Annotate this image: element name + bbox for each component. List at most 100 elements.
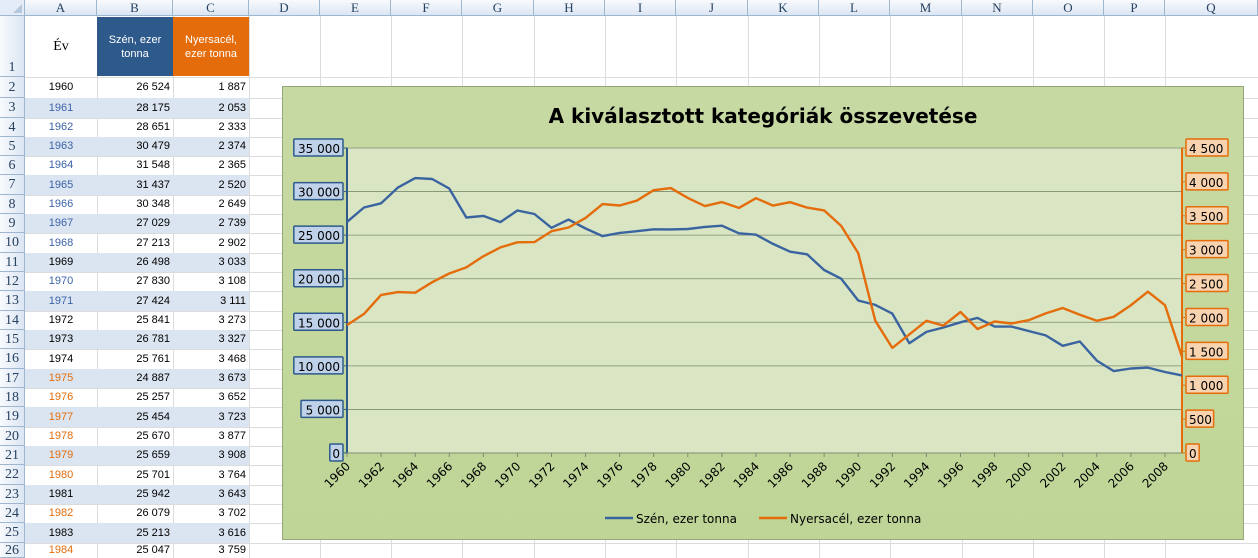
cell-coal-1961[interactable]: 28 175 (136, 102, 170, 114)
column-header-o[interactable]: O (1033, 0, 1104, 16)
cell-coal-1982[interactable]: 26 079 (136, 507, 170, 519)
row-header-6[interactable]: 6 (0, 156, 25, 175)
cell-coal-1960[interactable]: 26 524 (136, 81, 170, 93)
cell-coal-1973[interactable]: 26 781 (136, 333, 170, 345)
cell-steel-1979[interactable]: 3 908 (218, 449, 246, 461)
cell-coal-1981[interactable]: 25 942 (136, 488, 170, 500)
cell-coal-1962[interactable]: 28 651 (136, 121, 170, 133)
cell-year-1970[interactable]: 1970 (48, 275, 74, 287)
cell-year-1982[interactable]: 1982 (48, 507, 74, 519)
column-header-k[interactable]: K (748, 0, 819, 16)
cell-year-1966[interactable]: 1966 (48, 198, 74, 210)
column-header-g[interactable]: G (462, 0, 534, 16)
cell-coal-1969[interactable]: 26 498 (136, 256, 170, 268)
cell-steel-1965[interactable]: 2 520 (218, 179, 246, 191)
cell-year-1981[interactable]: 1981 (48, 488, 74, 500)
cell-year-1967[interactable]: 1967 (48, 217, 74, 229)
cell-year-1983[interactable]: 1983 (48, 527, 74, 539)
cell-steel-1983[interactable]: 3 616 (218, 527, 246, 539)
cell-year-1963[interactable]: 1963 (48, 140, 74, 152)
column-header-d[interactable]: D (249, 0, 320, 16)
cell-steel-1977[interactable]: 3 723 (218, 411, 246, 423)
column-header-q[interactable]: Q (1165, 0, 1258, 16)
row-header-15[interactable]: 15 (0, 330, 25, 349)
row-header-11[interactable]: 11 (0, 253, 25, 272)
cell-steel-1978[interactable]: 3 877 (218, 430, 246, 442)
column-header-m[interactable]: M (890, 0, 962, 16)
row-header-5[interactable]: 5 (0, 137, 25, 156)
cell-coal-1964[interactable]: 31 548 (136, 159, 170, 171)
chart[interactable]: A kiválasztott kategóriák összevetése 0 5 … (282, 86, 1244, 540)
select-all-corner[interactable] (0, 0, 25, 16)
cell-steel-1973[interactable]: 3 327 (218, 333, 246, 345)
row-header-16[interactable]: 16 (0, 349, 25, 369)
cell-coal-1979[interactable]: 25 659 (136, 449, 170, 461)
cell-coal-1970[interactable]: 27 830 (136, 275, 170, 287)
cell-year-1960[interactable]: 1960 (48, 81, 74, 93)
column-header-b[interactable]: B (97, 0, 173, 16)
cell-steel-1975[interactable]: 3 673 (218, 372, 246, 384)
cell-steel-1967[interactable]: 2 739 (218, 217, 246, 229)
cell-year-1961[interactable]: 1961 (48, 102, 74, 114)
row-header-24[interactable]: 24 (0, 504, 25, 523)
column-header-f[interactable]: F (391, 0, 462, 16)
cell-year-1975[interactable]: 1975 (48, 372, 74, 384)
cell-year-1971[interactable]: 1971 (48, 295, 74, 307)
cell-steel-1972[interactable]: 3 273 (218, 314, 246, 326)
cell-steel-1961[interactable]: 2 053 (218, 102, 246, 114)
row-header-25[interactable]: 25 (0, 523, 25, 543)
cell-year-1964[interactable]: 1964 (48, 159, 74, 171)
column-header-e[interactable]: E (320, 0, 391, 16)
cell-steel-1980[interactable]: 3 764 (218, 469, 246, 481)
cell-steel-1981[interactable]: 3 643 (218, 488, 246, 500)
cell-coal-1971[interactable]: 27 424 (136, 295, 170, 307)
row-header-8[interactable]: 8 (0, 195, 25, 214)
row-header-7[interactable]: 7 (0, 175, 25, 195)
cell-year-1980[interactable]: 1980 (48, 469, 74, 481)
column-header-a[interactable]: A (25, 0, 97, 16)
row-header-20[interactable]: 20 (0, 427, 25, 446)
header-year[interactable]: Év (53, 39, 69, 54)
cell-year-1968[interactable]: 1968 (48, 237, 74, 249)
cell-coal-1980[interactable]: 25 701 (136, 469, 170, 481)
row-header-23[interactable]: 23 (0, 485, 25, 504)
cell-coal-1978[interactable]: 25 670 (136, 430, 170, 442)
cell-coal-1977[interactable]: 25 454 (136, 411, 170, 423)
cell-coal-1983[interactable]: 25 213 (136, 527, 170, 539)
cell-steel-1964[interactable]: 2 365 (218, 159, 246, 171)
column-header-j[interactable]: J (676, 0, 748, 16)
row-header-13[interactable]: 13 (0, 291, 25, 311)
row-header-26[interactable]: 26 (0, 543, 25, 558)
row-header-18[interactable]: 18 (0, 388, 25, 407)
cell-year-1972[interactable]: 1972 (48, 314, 74, 326)
cell-year-1974[interactable]: 1974 (48, 353, 74, 365)
cell-year-1969[interactable]: 1969 (48, 256, 74, 268)
row-header-17[interactable]: 17 (0, 369, 25, 388)
cell-steel-1960[interactable]: 1 887 (218, 81, 246, 93)
cell-steel-1971[interactable]: 3 111 (220, 295, 246, 307)
cell-steel-1982[interactable]: 3 702 (218, 507, 246, 519)
column-header-n[interactable]: N (962, 0, 1033, 16)
cell-coal-1963[interactable]: 30 479 (136, 140, 170, 152)
cell-coal-1976[interactable]: 25 257 (136, 391, 170, 403)
column-header-c[interactable]: C (173, 0, 249, 16)
row-header-14[interactable]: 14 (0, 311, 25, 330)
cell-coal-1966[interactable]: 30 348 (136, 198, 170, 210)
row-header-12[interactable]: 12 (0, 272, 25, 291)
cell-steel-1969[interactable]: 3 033 (218, 256, 246, 268)
cell-coal-1984[interactable]: 25 047 (136, 544, 170, 556)
column-header-h[interactable]: H (534, 0, 605, 16)
cell-year-1977[interactable]: 1977 (48, 411, 74, 423)
cell-steel-1970[interactable]: 3 108 (218, 275, 246, 287)
cell-coal-1968[interactable]: 27 213 (136, 237, 170, 249)
header-steel[interactable]: Nyersacél, ezer tonna (173, 17, 249, 76)
cell-steel-1963[interactable]: 2 374 (218, 140, 246, 152)
cell-year-1965[interactable]: 1965 (48, 179, 74, 191)
row-header-9[interactable]: 9 (0, 214, 25, 233)
row-header-10[interactable]: 10 (0, 233, 25, 253)
row-header-22[interactable]: 22 (0, 465, 25, 485)
cell-coal-1974[interactable]: 25 761 (136, 353, 170, 365)
cell-steel-1968[interactable]: 2 902 (218, 237, 246, 249)
cell-coal-1975[interactable]: 24 887 (136, 372, 170, 384)
